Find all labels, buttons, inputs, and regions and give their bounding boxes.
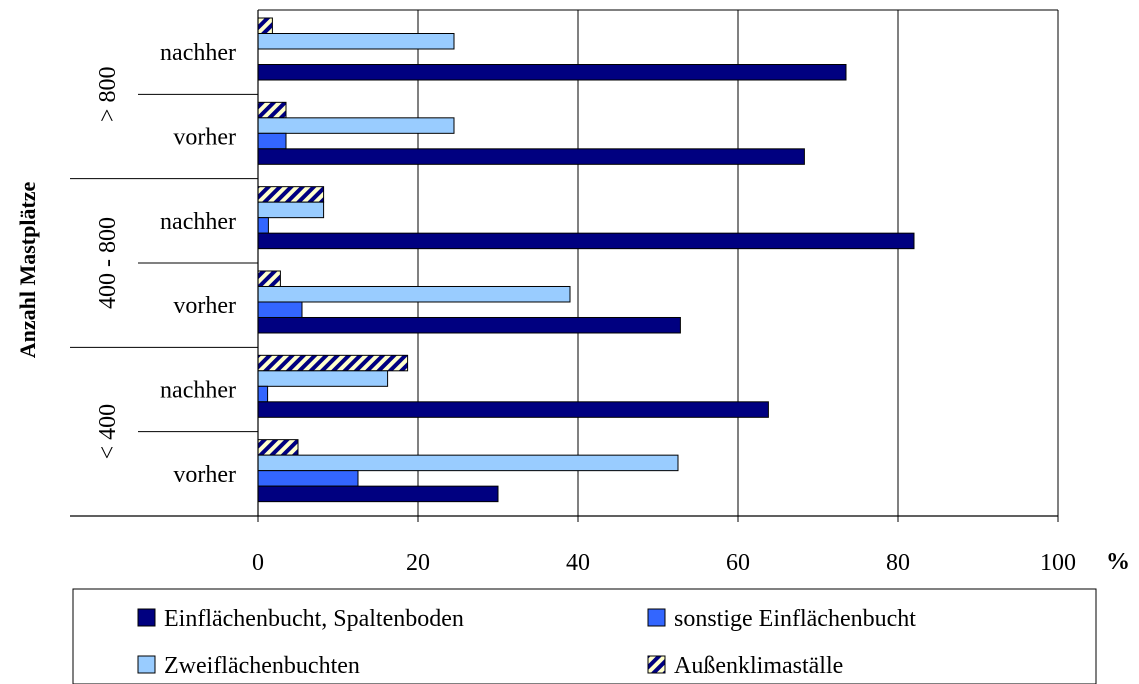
bar-einflaechen_spalten <box>257 64 847 81</box>
y-axis-title: Anzahl Mastplätze <box>15 181 40 358</box>
bar-zweiflaechen <box>257 117 455 134</box>
x-tick-label: 20 <box>406 550 430 576</box>
x-axis-unit: % <box>1106 549 1130 575</box>
x-tick-label: 80 <box>886 550 910 576</box>
row-label: vorher <box>173 462 236 488</box>
bar-sonstige <box>257 301 303 318</box>
legend: Einflächenbucht, Spaltenboden sonstige Ei… <box>72 588 1097 684</box>
bar-aussenklima <box>257 186 325 203</box>
legend-swatch <box>137 655 156 674</box>
bar-sonstige <box>257 385 269 403</box>
row-label: nachher <box>160 40 236 66</box>
gridlines <box>257 10 1059 516</box>
bar-zweiflaechen <box>257 285 571 303</box>
bar-aussenklima <box>257 17 273 34</box>
bar-aussenklima <box>257 270 281 287</box>
bar-einflaechen_spalten <box>257 401 769 418</box>
group-label: > 800 <box>95 67 121 123</box>
bar-einflaechen_spalten <box>257 232 915 250</box>
bar-einflaechen_spalten <box>257 148 805 165</box>
bar-einflaechen_spalten <box>257 485 499 503</box>
group-label: 400 - 800 <box>95 217 121 309</box>
bar-zweiflaechen <box>257 33 455 50</box>
bar-sonstige <box>257 470 359 487</box>
bar-zweiflaechen <box>257 370 389 387</box>
legend-swatch <box>137 608 156 627</box>
bar-sonstige <box>257 217 269 234</box>
x-tick-label: 60 <box>726 550 750 576</box>
bar-aussenklima <box>257 439 299 456</box>
row-label: nachher <box>160 209 236 235</box>
legend-label: Einflächenbucht, Spaltenboden <box>164 606 464 632</box>
bar-aussenklima <box>257 354 409 372</box>
bar-aussenklima <box>257 101 287 119</box>
axes <box>70 9 1059 522</box>
group-label: < 400 <box>95 404 121 460</box>
bar-zweiflaechen <box>257 454 679 472</box>
row-label: vorher <box>173 293 236 319</box>
category-labels: > 800 nachher vorher 400 - 800 nachher vorher… <box>95 40 236 488</box>
row-label: nachher <box>160 377 236 403</box>
x-tick-label: 0 <box>252 550 264 576</box>
bars <box>257 17 915 503</box>
legend-box <box>72 588 1097 684</box>
legend-swatch <box>647 608 666 627</box>
legend-swatch <box>647 655 666 674</box>
x-tick-label: 40 <box>566 550 590 576</box>
bar-zweiflaechen <box>257 201 325 219</box>
bar-einflaechen_spalten <box>257 316 681 334</box>
legend-label: Zweiflächenbuchten <box>164 653 360 679</box>
row-label: vorher <box>173 124 236 150</box>
x-tick-labels: 0 20 40 60 80 100 <box>252 550 1076 576</box>
bar-sonstige <box>257 132 287 150</box>
legend-label: Außenklimaställe <box>674 653 843 679</box>
legend-label: sonstige Einflächenbucht <box>674 606 916 632</box>
x-tick-label: 100 <box>1040 550 1076 576</box>
